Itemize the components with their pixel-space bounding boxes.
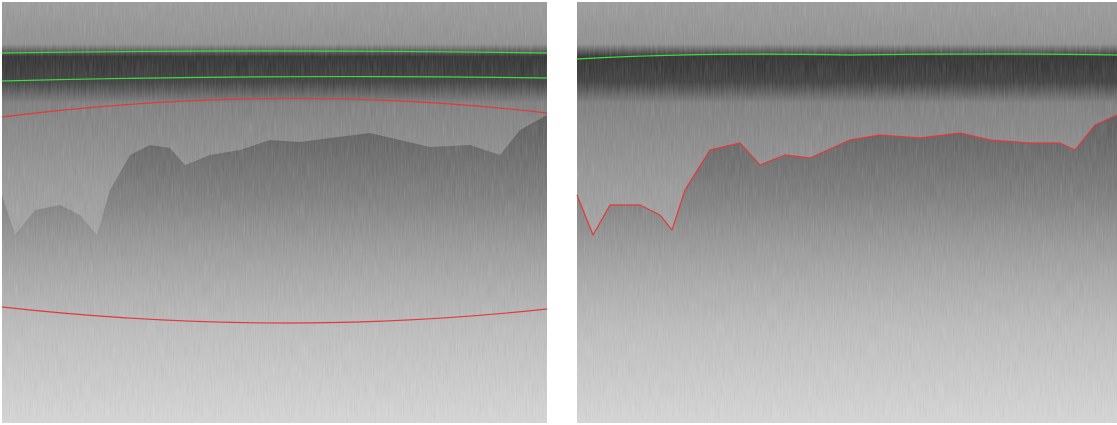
scan-texture (577, 2, 1117, 423)
page (0, 0, 1117, 425)
scan-figure (0, 0, 1117, 425)
right-panel (577, 2, 1117, 423)
scan-texture (2, 2, 547, 423)
left-panel (2, 2, 547, 423)
